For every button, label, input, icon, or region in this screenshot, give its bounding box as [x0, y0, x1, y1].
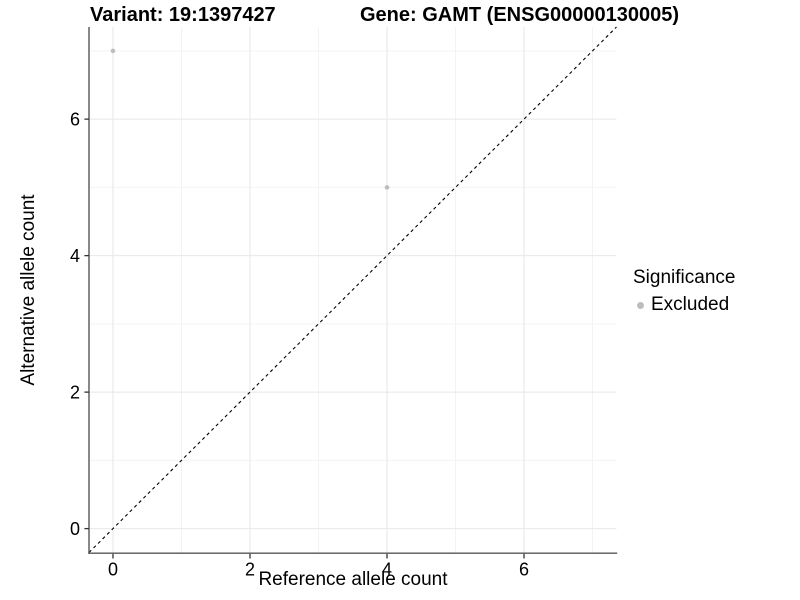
excluded-point-icon [637, 301, 644, 309]
identity-line [88, 26, 617, 553]
tick-labels: 0 2 4 6 0 2 4 6 [70, 110, 529, 580]
axis-ticks [84, 118, 525, 559]
x-tick-label: 4 [382, 560, 392, 580]
data-points [110, 48, 390, 190]
y-tick-label: 2 [70, 383, 80, 403]
y-axis-title: Alternative allele count [18, 194, 39, 386]
legend: Significance Excluded [633, 267, 735, 316]
legend-item-excluded: Excluded [633, 294, 735, 316]
legend-title: Significance [633, 267, 736, 288]
x-tick-label: 6 [519, 560, 529, 580]
data-point [110, 48, 116, 54]
y-tick-label: 6 [70, 110, 80, 130]
gene-title: Gene: GAMT (ENSG00000130005) [360, 4, 680, 26]
y-tick-label: 0 [70, 519, 80, 539]
variant-title: Variant: 19:1397427 [90, 4, 276, 26]
x-axis-title: Reference allele count [258, 569, 448, 590]
grid-minor [89, 27, 617, 553]
x-tick-label: 0 [108, 560, 118, 580]
legend-item-label: Excluded [651, 294, 730, 315]
data-point [384, 185, 390, 190]
y-tick-label: 4 [70, 246, 80, 266]
grid-major [89, 27, 617, 553]
x-tick-label: 2 [245, 560, 255, 580]
